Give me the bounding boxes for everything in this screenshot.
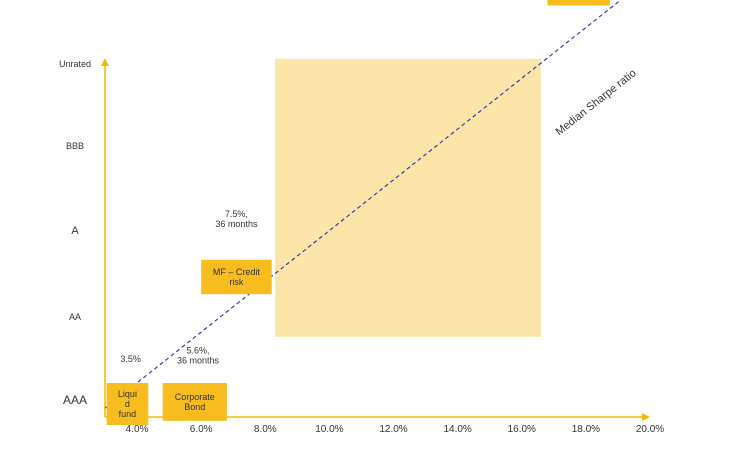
y-category-label: BBB: [66, 141, 84, 151]
product-box-label: risk: [229, 277, 243, 287]
annotation-label: 5.6%,: [186, 346, 209, 356]
annotation-label: 36 months: [215, 219, 258, 229]
y-axis-arrow: [101, 58, 109, 66]
trend-line-label: Median Sharpe ratio: [554, 67, 639, 138]
y-category-label: AAA: [63, 393, 87, 407]
x-tick-label: 12.0%: [379, 424, 407, 435]
x-tick-label: 20.0%: [636, 424, 664, 435]
x-tick-label: 10.0%: [315, 424, 343, 435]
product-box: [547, 0, 610, 6]
x-tick-label: 4.0%: [126, 424, 149, 435]
x-tick-label: 6.0%: [190, 424, 213, 435]
annotation-label: 3.5%: [120, 354, 141, 364]
x-tick-label: 14.0%: [443, 424, 471, 435]
x-tick-label: 18.0%: [572, 424, 600, 435]
product-box: [106, 383, 149, 425]
product-box-label: MF – Credit: [213, 267, 261, 277]
y-category-label: AA: [69, 312, 81, 322]
x-axis-arrow: [642, 413, 650, 421]
product-box-label: Liqui: [118, 389, 137, 399]
y-category-label: Unrated: [59, 59, 91, 69]
product-box-label: Corporate: [175, 392, 215, 402]
annotation-label: 36 months: [177, 356, 220, 366]
trend-line: [104, 0, 622, 409]
y-category-label: A: [71, 225, 79, 237]
highlight-region: [274, 58, 541, 337]
product-box: [201, 259, 272, 295]
product-box-label: d: [125, 399, 130, 409]
product-box: [162, 383, 227, 421]
product-box-label: fund: [119, 409, 137, 419]
x-tick-label: 16.0%: [508, 424, 536, 435]
x-tick-label: 8.0%: [254, 424, 277, 435]
annotation-label: 7.5%,: [225, 209, 248, 219]
product-box-label: Bond: [184, 402, 205, 412]
